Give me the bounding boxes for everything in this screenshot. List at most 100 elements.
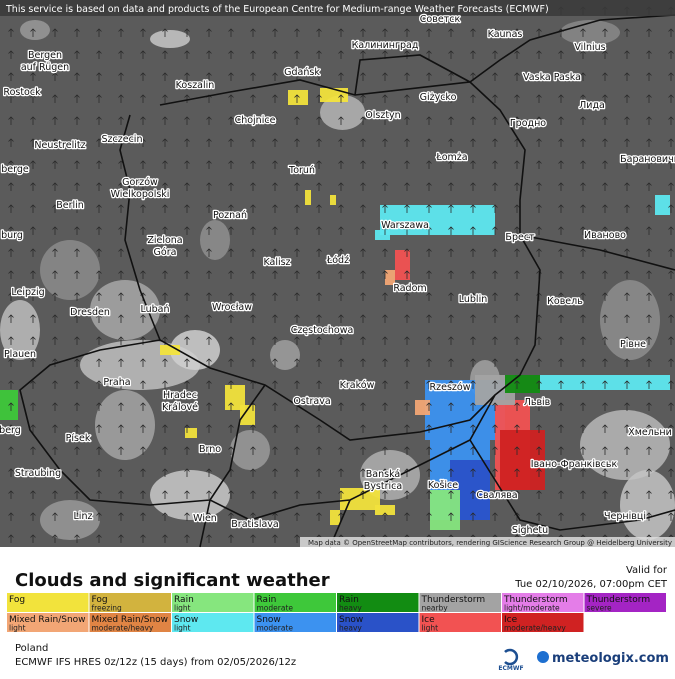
city-label: Leipzig: [11, 287, 44, 298]
city-label: Linz: [74, 511, 93, 522]
city-label: Bratislava: [231, 519, 278, 530]
city-label: Banská: [366, 469, 400, 480]
city-label: Koszalin: [176, 80, 215, 91]
legend-swatch: [172, 613, 254, 632]
region: Poland: [15, 643, 48, 654]
brand-icon: [537, 651, 549, 663]
city-label: Chojnice: [235, 115, 276, 126]
banner-bar: [0, 0, 675, 16]
legend-sub: moderate/heavy: [92, 624, 154, 633]
legend-sub: moderate/heavy: [504, 624, 566, 633]
city-label: Szczecin: [102, 134, 143, 145]
city-label: Łódź: [326, 255, 349, 266]
legend-swatch: [172, 593, 254, 612]
city-label: Vilnius: [574, 42, 605, 53]
city-label: Brno: [199, 444, 221, 455]
city-label: Plauen: [4, 349, 36, 360]
city-label: auf Rügen: [21, 62, 69, 73]
wind-arrows: [0, 0, 675, 547]
city-label: Góra: [154, 247, 177, 258]
city-label: Bergen: [28, 50, 62, 61]
city-label: Советск: [420, 14, 461, 25]
city-label: Częstochowa: [291, 325, 354, 336]
legend-sub: light/moderate: [504, 604, 560, 613]
city-label: Giżycko: [420, 92, 457, 103]
model-info: ECMWF IFS HRES 0z/12z (15 days) from 02/…: [15, 657, 296, 668]
city-label: Иваново: [584, 230, 626, 241]
legend-name: Snow: [339, 615, 363, 625]
legend-sub: heavy: [339, 624, 362, 633]
city-label: Králové: [162, 402, 198, 413]
banner: This service is based on data and produc…: [5, 4, 549, 15]
city-label: Лида: [579, 100, 605, 111]
legend-sub: nearby: [422, 604, 449, 613]
city-label: Kalisz: [263, 257, 290, 268]
legend-swatch: [419, 593, 501, 612]
legend-name: Snow: [257, 615, 281, 625]
ecmwf-logo: ECMWF: [498, 665, 523, 672]
city-label: berg: [0, 425, 21, 436]
city-label: Ostrava: [293, 396, 330, 407]
city-label: Zielona: [147, 235, 182, 246]
city-label: Хмельни: [628, 427, 672, 438]
city-label: Sighetu: [512, 525, 548, 536]
legend-sub: severe: [587, 604, 612, 613]
valid-time: Tue 02/10/2026, 07:00pm CET: [514, 579, 668, 590]
legend-name: Fog: [92, 595, 108, 605]
legend-swatch: [419, 613, 501, 632]
city-label: Kaunas: [488, 29, 523, 40]
legend-sub: freezing: [92, 604, 123, 613]
city-label: Wien: [193, 513, 217, 524]
legend-name: Mixed Rain/Snow: [9, 615, 86, 625]
legend-swatch: [502, 593, 584, 612]
attribution: Map data © OpenStreetMap contributors, r…: [308, 539, 672, 547]
legend-swatch: [254, 613, 336, 632]
legend-sub: light: [422, 624, 439, 633]
city-label: Bystrica: [364, 481, 402, 492]
city-label: Praha: [103, 377, 130, 388]
city-label: Berlin: [56, 200, 84, 211]
city-label: Івано-Франківськ: [531, 459, 618, 470]
legend-name: Rain: [174, 595, 194, 605]
city-label: Gorzów: [122, 177, 158, 188]
legend-name: Thunderstorm: [421, 595, 486, 605]
borders: [19, 14, 675, 548]
legend-sub: heavy: [339, 604, 362, 613]
city-label: Warszawa: [381, 220, 429, 231]
city-label: Брест: [505, 232, 535, 243]
city-label: Гродно: [510, 118, 546, 129]
legend-name: Fog: [9, 595, 25, 605]
legend-sub: light: [174, 604, 191, 613]
city-label: Hradec: [163, 390, 197, 401]
city-label: Рівне: [620, 339, 646, 350]
city-label: Olsztyn: [365, 110, 400, 121]
city-label: Wrocław: [212, 302, 252, 313]
legend-sub: light: [9, 624, 26, 633]
legend-name: Rain: [257, 595, 277, 605]
legend-name: Thunderstorm: [503, 595, 568, 605]
city-label: Rostock: [3, 87, 41, 98]
legend-sub: moderate: [257, 604, 294, 613]
legend-swatch: [502, 613, 584, 632]
legend: Fog FogfreezingRainlightRainmoderateRainh…: [7, 593, 666, 633]
city-label: Toruń: [288, 165, 315, 176]
legend-swatch: [7, 593, 89, 612]
city-label: Lublin: [459, 294, 487, 305]
city-label: Чернівці: [604, 511, 646, 522]
city-label: Свалява: [476, 490, 517, 501]
city-label: Kraków: [340, 380, 375, 391]
legend-sub: moderate: [257, 624, 294, 633]
title: Clouds and significant weather: [15, 570, 330, 591]
city-label: Neustrelitz: [34, 140, 85, 151]
city-label: Radom: [393, 283, 426, 294]
city-label: Straubing: [15, 468, 61, 479]
city-label: Gdańsk: [284, 67, 320, 78]
city-label: Львів: [524, 397, 551, 408]
city-label: Lubań: [140, 304, 169, 315]
city-label: Калининград: [352, 40, 419, 51]
city-label: Dresden: [70, 307, 110, 318]
legend-name: Mixed Rain/Snow: [92, 615, 169, 625]
